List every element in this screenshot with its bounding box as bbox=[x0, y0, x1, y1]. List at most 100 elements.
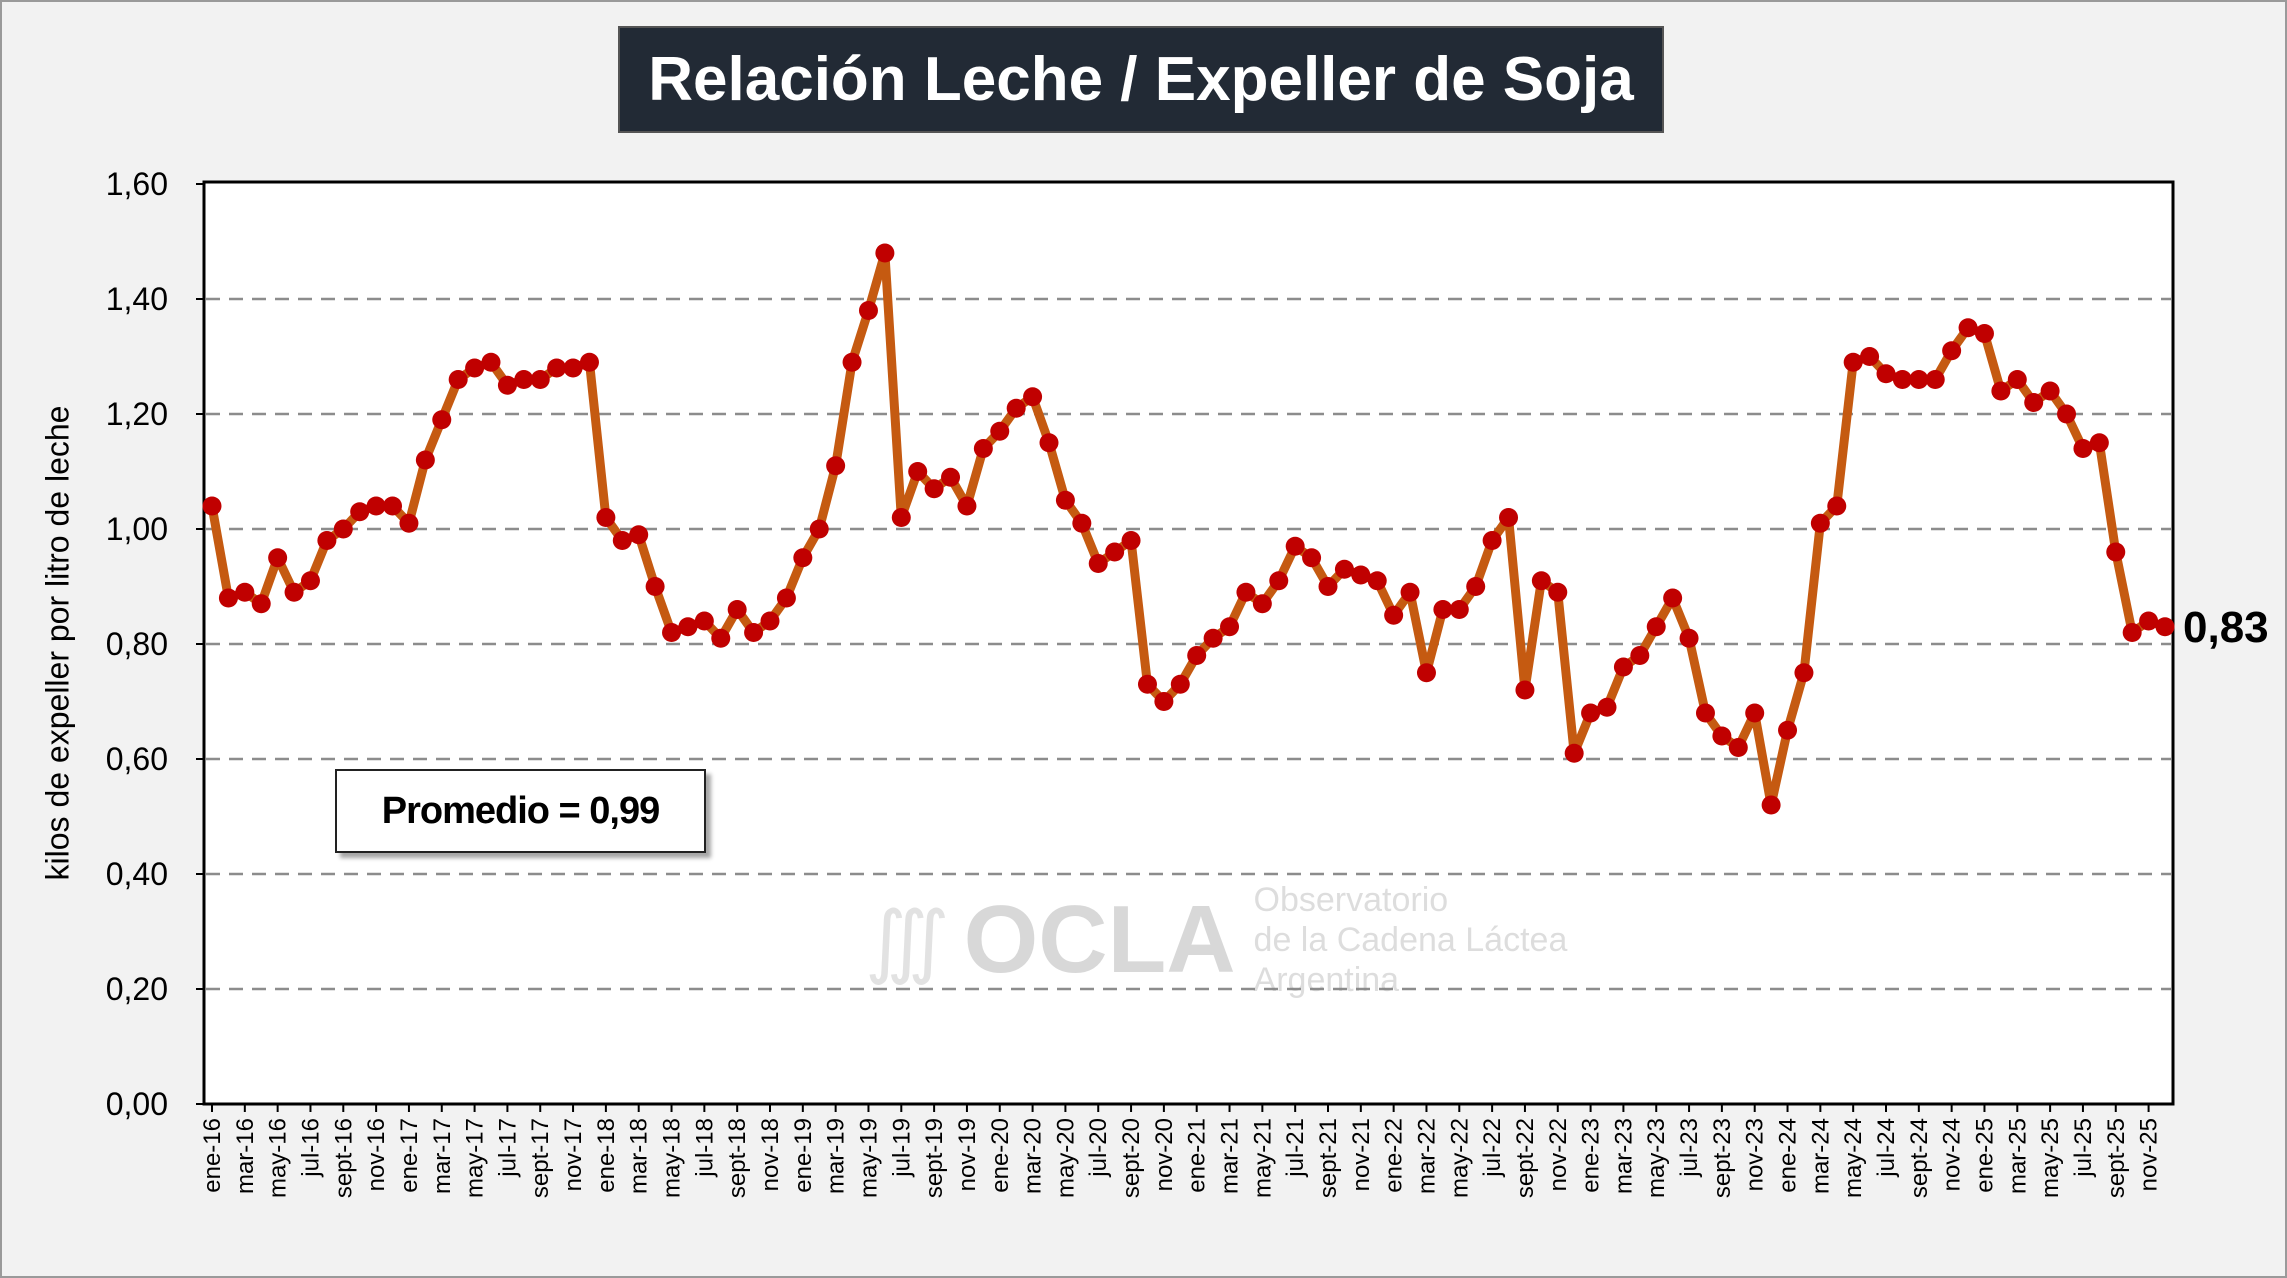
x-tick-label: ene-20 bbox=[987, 1118, 1014, 1193]
data-point bbox=[1564, 743, 1584, 763]
y-tick-label: 1,60 bbox=[106, 166, 168, 202]
x-tick-label: may-17 bbox=[462, 1118, 489, 1198]
data-point bbox=[1991, 381, 2011, 401]
x-tick-label: sept-22 bbox=[1512, 1118, 1539, 1198]
data-point bbox=[1843, 352, 1863, 372]
data-point bbox=[1137, 674, 1157, 694]
data-point bbox=[2007, 370, 2027, 389]
data-point bbox=[678, 617, 698, 637]
data-point bbox=[1974, 324, 1994, 343]
data-point bbox=[218, 588, 238, 608]
data-point bbox=[1515, 680, 1535, 700]
x-tick-label: mar-16 bbox=[232, 1118, 259, 1194]
data-point bbox=[383, 496, 403, 516]
data-point bbox=[941, 467, 961, 487]
data-point bbox=[809, 519, 829, 539]
data-point bbox=[645, 577, 665, 596]
data-point bbox=[497, 375, 517, 395]
data-point bbox=[1581, 703, 1601, 723]
x-tick-label: nov-17 bbox=[560, 1118, 587, 1191]
data-point bbox=[1958, 318, 1978, 338]
data-point bbox=[1203, 628, 1223, 648]
x-tick-label: sept-17 bbox=[527, 1118, 554, 1198]
x-tick-label: may-24 bbox=[1840, 1118, 1867, 1198]
data-point bbox=[202, 496, 222, 516]
x-tick-label: jul-16 bbox=[297, 1118, 324, 1178]
data-point bbox=[694, 611, 714, 631]
data-point bbox=[1761, 795, 1781, 815]
x-tick-label: ene-22 bbox=[1381, 1118, 1408, 1193]
data-point bbox=[1745, 703, 1765, 723]
y-tick-label: 1,20 bbox=[106, 396, 168, 432]
data-point bbox=[333, 519, 353, 539]
data-point bbox=[1384, 605, 1404, 625]
data-point bbox=[973, 439, 993, 458]
x-tick-label: may-16 bbox=[265, 1118, 292, 1198]
x-tick-label: sept-21 bbox=[1315, 1118, 1342, 1198]
x-tick-label: sept-23 bbox=[1709, 1118, 1736, 1198]
data-point bbox=[448, 370, 468, 389]
data-point bbox=[1482, 531, 1502, 550]
data-point bbox=[563, 358, 583, 378]
x-tick-label: nov-16 bbox=[363, 1118, 390, 1191]
data-point bbox=[744, 623, 764, 642]
x-tick-label: jul-23 bbox=[1676, 1118, 1703, 1178]
data-point bbox=[1663, 588, 1683, 608]
data-point bbox=[2122, 623, 2142, 642]
data-point bbox=[579, 352, 599, 372]
data-point bbox=[530, 370, 550, 389]
data-point bbox=[1302, 548, 1322, 568]
data-point bbox=[399, 513, 419, 533]
data-point bbox=[711, 628, 731, 648]
data-point bbox=[1712, 726, 1732, 746]
data-point bbox=[1778, 720, 1798, 740]
x-tick-label: mar-23 bbox=[1610, 1118, 1637, 1194]
data-point bbox=[350, 502, 370, 522]
x-tick-label: may-23 bbox=[1643, 1118, 1670, 1198]
data-point bbox=[612, 531, 632, 550]
watermark-line1: Observatorio bbox=[1253, 881, 1449, 919]
x-tick-label: may-25 bbox=[2037, 1118, 2064, 1198]
x-tick-label: mar-24 bbox=[1807, 1118, 1834, 1194]
data-point bbox=[1170, 674, 1190, 694]
data-point bbox=[1860, 347, 1880, 366]
data-point bbox=[891, 508, 911, 527]
ocla-watermark: ∭ OCLA Observatorio de la Cadena Láctea … bbox=[865, 880, 1567, 1000]
data-point bbox=[629, 525, 649, 545]
data-point bbox=[875, 243, 895, 263]
y-tick-label: 0,20 bbox=[106, 971, 168, 1007]
x-tick-label: sept-19 bbox=[921, 1118, 948, 1198]
x-tick-label: nov-21 bbox=[1348, 1118, 1375, 1191]
x-tick-label: jul-19 bbox=[888, 1118, 915, 1178]
data-point bbox=[596, 508, 616, 527]
data-point bbox=[1072, 513, 1092, 533]
x-tick-label: sept-16 bbox=[330, 1118, 357, 1198]
x-tick-label: nov-22 bbox=[1545, 1118, 1572, 1191]
data-point bbox=[908, 462, 928, 481]
x-tick-label: mar-25 bbox=[2004, 1118, 2031, 1194]
data-point bbox=[1531, 571, 1551, 591]
data-point bbox=[2040, 381, 2060, 401]
data-point bbox=[793, 548, 813, 568]
y-tick-label: 0,60 bbox=[106, 741, 168, 777]
data-point bbox=[235, 582, 255, 602]
x-tick-label: may-18 bbox=[659, 1118, 686, 1198]
x-tick-label: ene-19 bbox=[790, 1118, 817, 1193]
data-point bbox=[2024, 393, 2044, 412]
data-point bbox=[2106, 542, 2126, 562]
y-axis-label: kilos de expeller por litro de leche bbox=[39, 405, 76, 881]
x-tick-label: jul-21 bbox=[1282, 1118, 1309, 1178]
data-point bbox=[1416, 663, 1436, 683]
data-point bbox=[1006, 398, 1026, 418]
data-point bbox=[1942, 341, 1962, 361]
data-point bbox=[1876, 364, 1896, 384]
x-tick-label: ene-23 bbox=[1578, 1118, 1605, 1193]
data-point bbox=[1269, 571, 1289, 591]
data-point bbox=[1466, 577, 1486, 596]
data-point bbox=[1055, 490, 1075, 510]
y-tick-label: 0,00 bbox=[106, 1086, 168, 1122]
x-tick-label: nov-20 bbox=[1151, 1118, 1178, 1191]
data-point bbox=[1728, 738, 1748, 757]
data-point bbox=[1646, 617, 1666, 637]
